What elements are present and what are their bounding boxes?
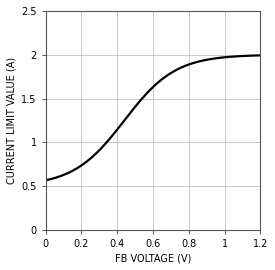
- Y-axis label: CURRENT LIMIT VALUE (A): CURRENT LIMIT VALUE (A): [7, 57, 17, 184]
- X-axis label: FB VOLTAGE (V): FB VOLTAGE (V): [115, 253, 191, 263]
